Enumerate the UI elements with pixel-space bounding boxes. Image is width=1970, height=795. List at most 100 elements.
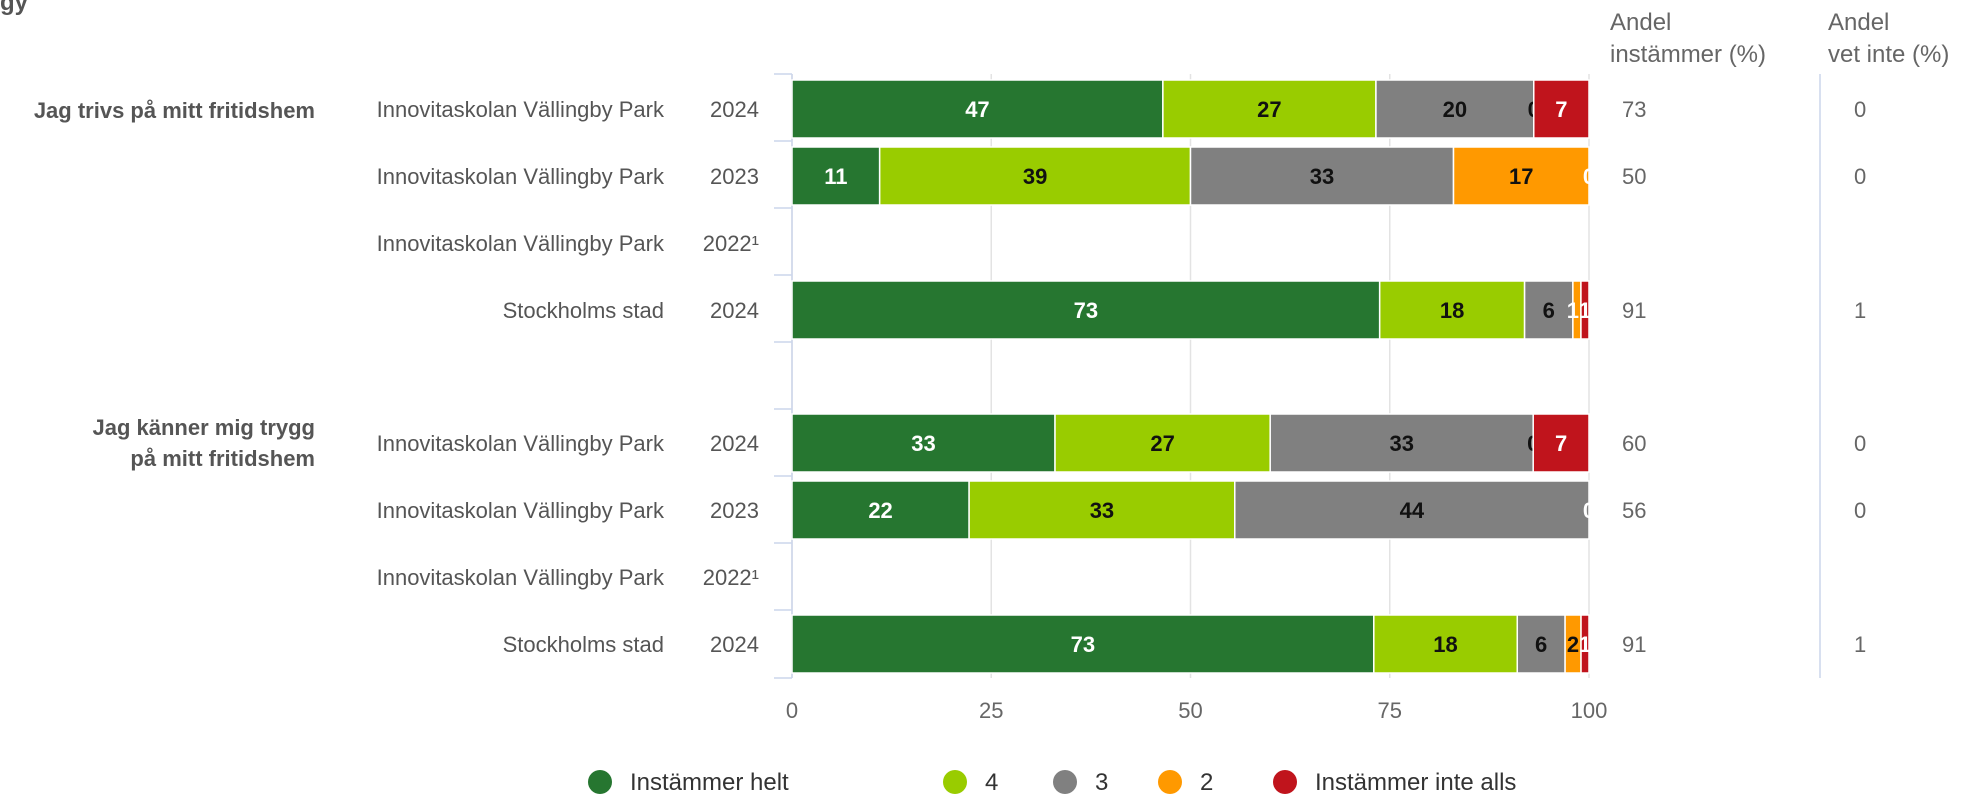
header-dontknow-line1: Andel <box>1828 9 1889 36</box>
bar-data-label: 73 <box>1074 298 1098 323</box>
legend-marker <box>1273 770 1297 794</box>
legend-label[interactable]: Instämmer helt <box>630 769 789 795</box>
bar-segment <box>791 413 1056 473</box>
question-label-line2: på mitt fritidshem <box>130 446 315 471</box>
legend-label[interactable]: 4 <box>985 769 998 795</box>
agree-share: 50 <box>1622 164 1646 189</box>
bar-segment <box>1533 79 1590 139</box>
bar-data-label: 44 <box>1400 498 1425 523</box>
dontknow-share: 0 <box>1854 97 1866 122</box>
legend-label[interactable]: Instämmer inte alls <box>1315 769 1516 795</box>
year-label: 2024 <box>710 632 759 657</box>
bar-segment <box>1580 614 1590 674</box>
bar-data-label: 17 <box>1509 164 1533 189</box>
bar-data-label: 33 <box>1090 498 1114 523</box>
bar-segment <box>1452 146 1590 206</box>
bars: 4727200711393317073186113327330722334407… <box>791 79 1595 674</box>
bar-data-label: 33 <box>911 431 935 456</box>
bar-data-label: 18 <box>1433 632 1457 657</box>
agree-share: 73 <box>1622 97 1646 122</box>
header-agree-line1: Andel <box>1610 9 1671 36</box>
bar-data-label: 6 <box>1535 632 1547 657</box>
bar-segment <box>791 146 881 206</box>
bar-segment <box>1189 146 1455 206</box>
bar-data-label: 27 <box>1257 97 1281 122</box>
year-label: 2023 <box>710 164 759 189</box>
bar-data-label: 33 <box>1310 164 1334 189</box>
bar-data-label: 11 <box>824 164 847 189</box>
bar-data-label: 22 <box>868 498 892 523</box>
year-label: 2024 <box>710 97 759 122</box>
bar-data-label: 1 <box>1579 298 1591 323</box>
unit-label: Innovitaskolan Vällingby Park <box>377 164 665 189</box>
year-label: 2024 <box>710 431 759 456</box>
unit-label: Innovitaskolan Vällingby Park <box>377 97 665 122</box>
bar-data-label: 73 <box>1071 632 1095 657</box>
column-headers: gy Andel instämmer (%) Andel vet inte (%… <box>0 0 1949 68</box>
unit-label: Innovitaskolan Vällingby Park <box>377 565 665 590</box>
year-label: 2024 <box>710 298 759 323</box>
x-tick-label: 0 <box>786 698 798 723</box>
bar-data-label: 27 <box>1150 431 1174 456</box>
unit-label: Innovitaskolan Vällingby Park <box>377 431 665 456</box>
legend-label[interactable]: 3 <box>1095 769 1108 795</box>
header-agree-line2: instämmer (%) <box>1610 41 1766 68</box>
legend-marker <box>1158 770 1182 794</box>
year-label: 2022¹ <box>703 231 759 256</box>
bar-data-label: 1 <box>1567 298 1579 323</box>
axes: 0 25 50 75 100 <box>774 73 1821 723</box>
bar-segment <box>791 280 1381 340</box>
bar-segment <box>1375 79 1535 139</box>
dontknow-share: 1 <box>1854 298 1866 323</box>
year-label: 2022¹ <box>703 565 759 590</box>
x-tick-label: 25 <box>979 698 1003 723</box>
unit-label: Stockholms stad <box>503 632 664 657</box>
dontknow-share: 0 <box>1854 431 1866 456</box>
x-tick-label: 50 <box>1178 698 1202 723</box>
bar-data-label: 1 <box>1579 632 1591 657</box>
bar-data-label: 7 <box>1555 97 1567 122</box>
agree-share: 56 <box>1622 498 1646 523</box>
bar-segment <box>1162 79 1377 139</box>
bar-segment <box>1234 480 1590 540</box>
bar-segment <box>791 480 970 540</box>
unit-label: Innovitaskolan Vällingby Park <box>377 498 665 523</box>
bar-data-label: 2 <box>1567 632 1579 657</box>
agree-share: 60 <box>1622 431 1646 456</box>
bar-segment <box>1378 280 1526 340</box>
legend-label[interactable]: 2 <box>1200 769 1213 795</box>
x-tick-label: 100 <box>1571 698 1608 723</box>
row-labels: Jag trivs på mitt fritidshem Innovitaskol… <box>34 97 1866 657</box>
bar-data-label: 47 <box>965 97 989 122</box>
bar-segment <box>1580 280 1590 340</box>
legend-marker <box>588 770 612 794</box>
bar-data-label: 39 <box>1023 164 1047 189</box>
legend: Instämmer helt 4 3 2 Instämmer inte alls <box>588 769 1516 795</box>
bar-segment <box>791 614 1375 674</box>
question-label-line1: Jag känner mig trygg <box>92 415 315 440</box>
bar-segment <box>791 79 1164 139</box>
year-label: 2023 <box>710 498 759 523</box>
dontknow-share: 1 <box>1854 632 1866 657</box>
bar-segment <box>1516 614 1566 674</box>
bar-segment <box>1532 413 1590 473</box>
bar-data-label: 20 <box>1443 97 1467 122</box>
agree-share: 91 <box>1622 298 1646 323</box>
bar-data-label: 0 <box>1583 498 1595 523</box>
x-tick-label: 75 <box>1378 698 1402 723</box>
bar-data-label: 18 <box>1440 298 1464 323</box>
bar-segment <box>968 480 1236 540</box>
question-label: Jag trivs på mitt fritidshem <box>34 98 315 123</box>
agree-share: 91 <box>1622 632 1646 657</box>
header-dontknow-line2: vet inte (%) <box>1828 41 1949 68</box>
legend-marker <box>1053 770 1077 794</box>
partial-title: gy <box>0 0 29 16</box>
unit-label: Stockholms stad <box>503 298 664 323</box>
bar-segment <box>878 146 1192 206</box>
bar-data-label: 7 <box>1555 431 1567 456</box>
bar-data-label: 0 <box>1583 164 1595 189</box>
unit-label: Innovitaskolan Vällingby Park <box>377 231 665 256</box>
legend-marker <box>943 770 967 794</box>
bar-segment <box>1054 413 1271 473</box>
